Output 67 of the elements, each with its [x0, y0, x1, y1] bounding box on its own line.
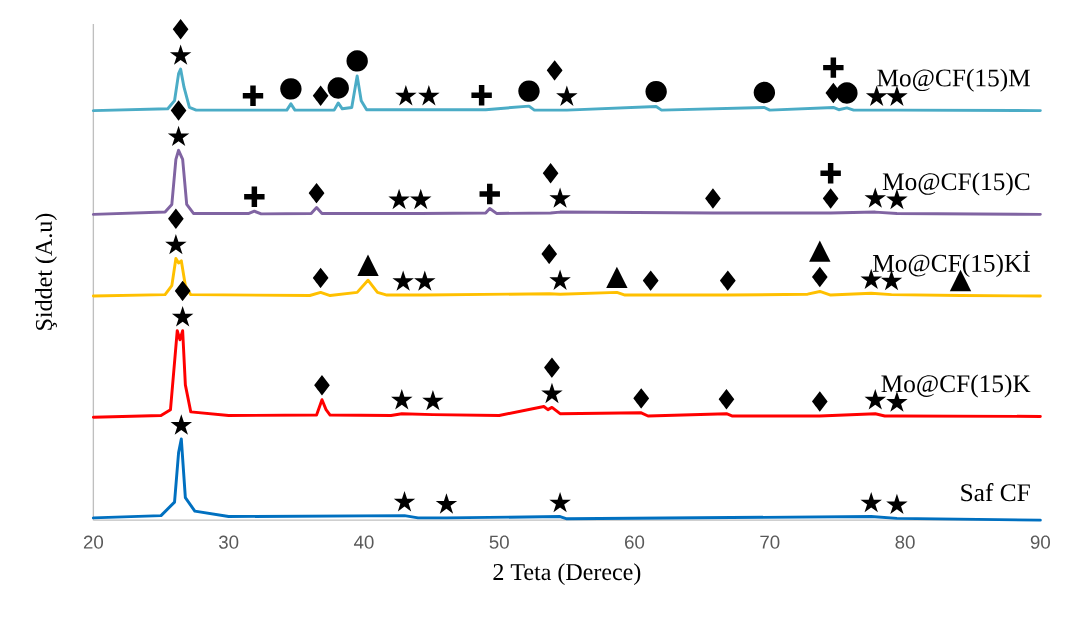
annotation: ♦: [719, 270, 736, 291]
annotation: ✚: [244, 186, 265, 207]
annotation: ●: [645, 80, 667, 103]
annotation: ▲: [606, 266, 628, 289]
annotation: ★: [860, 491, 882, 513]
annotation: ♦: [633, 388, 650, 409]
annotation: ★: [169, 44, 192, 65]
annotation: ♦: [314, 374, 330, 396]
annotation: ✚: [471, 84, 492, 106]
annotation: ★: [418, 84, 440, 106]
x-tick-label: 90: [1030, 535, 1050, 549]
annotation: ▲: [357, 254, 379, 276]
annotation: ♦: [312, 85, 329, 106]
annotation: ★: [549, 187, 571, 208]
annotation: ★: [395, 84, 417, 106]
annotation: ★: [171, 305, 194, 327]
x-tick-label: 30: [218, 535, 239, 549]
annotation: ●: [518, 80, 540, 102]
annotation: ♦: [542, 162, 559, 184]
annotation: ★: [410, 188, 432, 210]
annotation: ●: [280, 78, 302, 100]
annotation: ★: [170, 414, 193, 435]
annotation: ★: [556, 85, 578, 106]
annotation: ♦: [170, 100, 187, 121]
annotation: ▲: [809, 240, 831, 262]
annotation: ♦: [541, 243, 558, 265]
x-tick-label: 50: [489, 535, 509, 549]
annotation: ♦: [811, 266, 828, 288]
annotation: ✚: [820, 162, 841, 184]
x-tick-label: 60: [625, 535, 645, 549]
annotation: ★: [549, 491, 571, 513]
x-tick-label: 40: [353, 535, 374, 549]
annotation: ★: [391, 388, 413, 410]
annotation: ●: [346, 50, 368, 72]
x-tick-label: 80: [895, 535, 915, 549]
x-tick-label: 70: [760, 535, 780, 549]
annotation: ♦: [811, 391, 828, 412]
annotation: ♦: [168, 208, 184, 229]
annotation: ✚: [242, 85, 264, 106]
annotation: ★: [392, 270, 414, 291]
annotation: ♦: [642, 270, 659, 291]
annotation: ♦: [546, 60, 563, 81]
annotation: ♦: [312, 267, 329, 289]
annotation: ★: [414, 270, 436, 291]
x-axis-title: 2 Teta (Derece): [493, 563, 641, 585]
annotation: ★: [541, 382, 563, 404]
annotation: ♦: [822, 188, 839, 209]
annotation: ★: [435, 493, 458, 514]
annotation: ♦: [172, 19, 189, 40]
annotation: ♦: [718, 388, 735, 410]
annotation: ●: [753, 81, 776, 104]
annotation: ★: [422, 389, 444, 411]
annotation: ★: [886, 493, 908, 514]
annotation: ●: [327, 77, 349, 99]
annotation: ★: [167, 125, 190, 146]
series-label: Saf CF: [961, 483, 1030, 502]
annotation: ★: [549, 269, 571, 290]
annotation: ♦: [308, 182, 325, 204]
annotation: ✚: [479, 183, 500, 205]
annotation: ★: [165, 233, 187, 255]
annotation: ★: [393, 490, 416, 512]
annotation: ★: [388, 188, 410, 210]
annotation: ✚: [823, 57, 844, 78]
y-axis-title: Şiddet (A.u): [35, 213, 57, 330]
x-tick-label: 20: [83, 535, 104, 549]
annotation: ♦: [544, 357, 560, 378]
annotation: ♦: [705, 188, 721, 209]
